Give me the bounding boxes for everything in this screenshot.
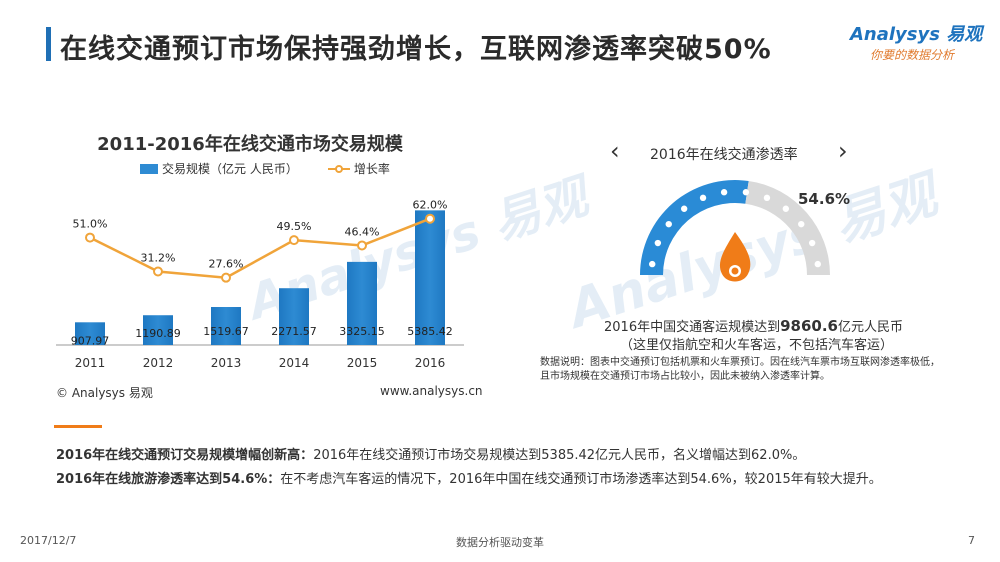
gauge-dot	[763, 194, 771, 202]
data-note: 数据说明：图表中交通预订包括机票和火车票预订。因在线汽车票市场互联网渗透率极低，…	[540, 357, 940, 382]
gauge-caption-line2: （这里仅指航空和火车客运，不包括汽车客运）	[620, 338, 894, 353]
x-tick-label: 2012	[143, 356, 174, 370]
bar-value-label: 5385.42	[407, 325, 453, 338]
gauge-dot	[680, 205, 688, 212]
gauge-title: 2016年在线交通渗透率	[650, 147, 798, 163]
summary-2-text: 在不考虑汽车客运的情况下，2016年中国在线交通预订市场渗透率达到54.6%，较…	[280, 472, 882, 487]
gauge-caption-prefix: 2016年中国交通客运规模达到	[604, 320, 781, 335]
bar	[347, 261, 377, 345]
gauge-dot	[649, 260, 656, 268]
growth-label: 27.6%	[209, 258, 244, 271]
x-tick-label: 2015	[347, 356, 378, 370]
legend-line-swatch	[327, 163, 350, 175]
page-title: 在线交通预订市场保持强劲增长，互联网渗透率突破50%	[60, 34, 772, 65]
gauge-next-arrow[interactable]: ›	[838, 137, 848, 165]
gauge-dot	[720, 189, 728, 196]
gauge-dot	[782, 205, 790, 212]
growth-label: 51.0%	[73, 218, 108, 231]
gauge-dot	[798, 220, 805, 228]
bar-line-chart: 907.97 2011 1190.89 2012 1519.67 2013 2271.57 2…	[56, 199, 464, 370]
x-tick-label: 2016	[415, 356, 446, 370]
page-number: 7	[968, 534, 975, 547]
growth-point	[221, 272, 231, 283]
gauge-empty-arc	[745, 180, 830, 275]
legend-line-label: 增长率	[353, 162, 390, 176]
summary-1-heading: 2016年在线交通预订交易规模增幅创新高：	[56, 448, 314, 463]
bar-value-label: 907.97	[71, 334, 110, 347]
bar-value-label: 1519.67	[203, 325, 249, 338]
x-tick-label: 2013	[211, 356, 242, 370]
gauge-caption-number: 9860.6	[780, 317, 838, 335]
summary-line-2: 2016年在线旅游渗透率达到54.6%：在不考虑汽车客运的情况下，2016年中国…	[56, 468, 882, 487]
penetration-gauge	[640, 180, 830, 282]
gauge-dot	[808, 239, 816, 247]
summary-line-1: 2016年在线交通预订交易规模增幅创新高：2016年在线交通预订市场交易规模达到…	[56, 444, 805, 463]
bar	[143, 315, 173, 345]
gauge-dot	[814, 260, 821, 268]
flame-icon	[719, 232, 751, 282]
gauge-caption-line1: 2016年中国交通客运规模达到9860.6亿元人民币	[604, 316, 903, 335]
legend-bar-swatch	[140, 163, 158, 174]
bar	[75, 322, 105, 345]
legend-bar-label: 交易规模（亿元 人民币）	[162, 162, 298, 176]
growth-label: 31.2%	[141, 252, 176, 265]
summary-1-text: 2016年在线交通预订市场交易规模达到5385.42亿元人民币，名义增幅达到62…	[313, 448, 806, 463]
bar	[279, 288, 309, 345]
gauge-caption-suffix: 亿元人民币	[837, 320, 903, 335]
growth-point	[425, 213, 435, 224]
growth-point	[85, 232, 95, 243]
growth-point	[153, 266, 163, 277]
gauge-prev-arrow[interactable]: ‹	[610, 137, 620, 165]
flame-center-icon	[731, 267, 739, 275]
logo-sub-text: 你要的数据分析	[870, 48, 955, 62]
analysys-logo: Analysys 易观 你要的数据分析	[850, 20, 985, 68]
growth-label: 49.5%	[277, 220, 312, 233]
growth-point	[289, 235, 299, 246]
gauge-value-label: 54.6%	[798, 190, 851, 208]
section-divider	[54, 425, 102, 428]
bar-value-label: 3325.15	[339, 325, 385, 338]
footer-slogan: 数据分析驱动变革	[456, 536, 544, 549]
gauge-filled-arc	[640, 180, 749, 275]
bar	[211, 307, 241, 345]
gauge-dot	[665, 220, 672, 228]
bar-value-label: 2271.57	[271, 325, 317, 338]
chart-copyright: © Analysys 易观	[56, 386, 153, 400]
summary-2-heading: 2016年在线旅游渗透率达到54.6%：	[56, 472, 281, 487]
bar	[415, 210, 445, 345]
growth-line	[89, 217, 431, 279]
title-accent-bar	[46, 27, 51, 61]
x-tick-label: 2014	[279, 356, 310, 370]
gauge-dot	[699, 194, 707, 202]
logo-main-text: Analysys 易观	[850, 24, 983, 45]
growth-point	[357, 240, 367, 251]
chart-source-link[interactable]: www.analysys.cn	[380, 384, 483, 398]
x-tick-label: 2011	[75, 356, 106, 370]
gauge-dot	[654, 239, 662, 247]
growth-label: 46.4%	[345, 225, 380, 238]
gauge-dot	[742, 189, 750, 196]
chart-legend: 交易规模（亿元 人民币） 增长率	[140, 160, 390, 177]
growth-label: 62.0%	[413, 199, 448, 212]
footer-date: 2017/12/7	[20, 534, 77, 547]
chart-title: 2011-2016年在线交通市场交易规模	[97, 134, 403, 155]
bar-value-label: 1190.89	[135, 327, 181, 340]
